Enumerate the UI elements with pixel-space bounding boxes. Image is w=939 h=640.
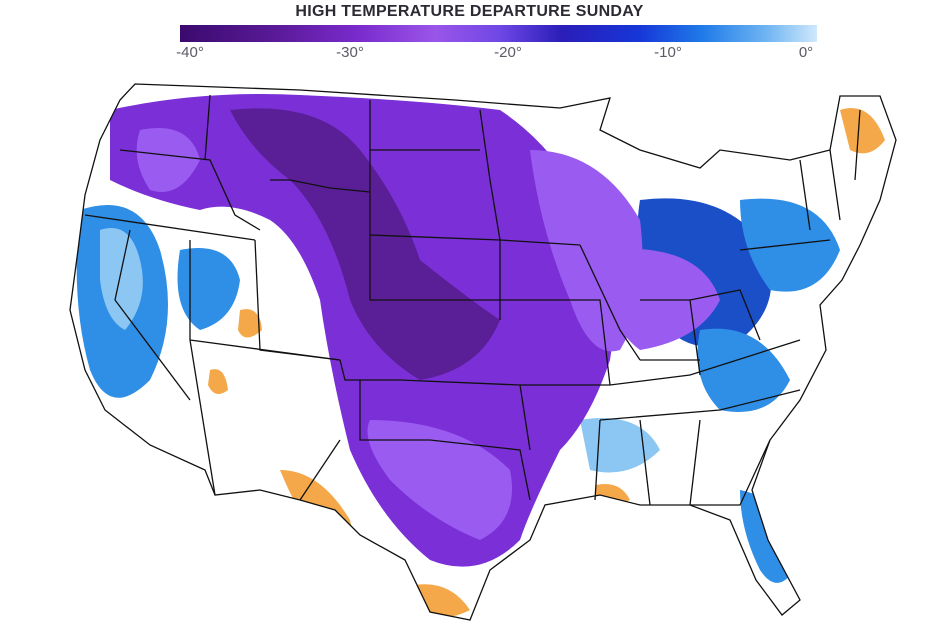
legend-tick-minus-10: -10° xyxy=(654,44,682,61)
legend-color-bar xyxy=(180,25,817,42)
map-title: HIGH TEMPERATURE DEPARTURE SUNDAY xyxy=(295,3,644,20)
temperature-fill-layer xyxy=(70,84,896,620)
legend-tick-minus-30: -30° xyxy=(336,44,364,61)
legend-labels: -40° -30° -20° -10° 0° xyxy=(176,44,817,64)
temperature-legend: -40° -30° -20° -10° 0° xyxy=(176,25,817,61)
legend-tick-minus-40: -40° xyxy=(176,44,204,61)
state-borders xyxy=(69,83,897,621)
legend-tick-0: 0° xyxy=(798,44,814,61)
legend-tick-minus-20: -20° xyxy=(494,44,522,61)
